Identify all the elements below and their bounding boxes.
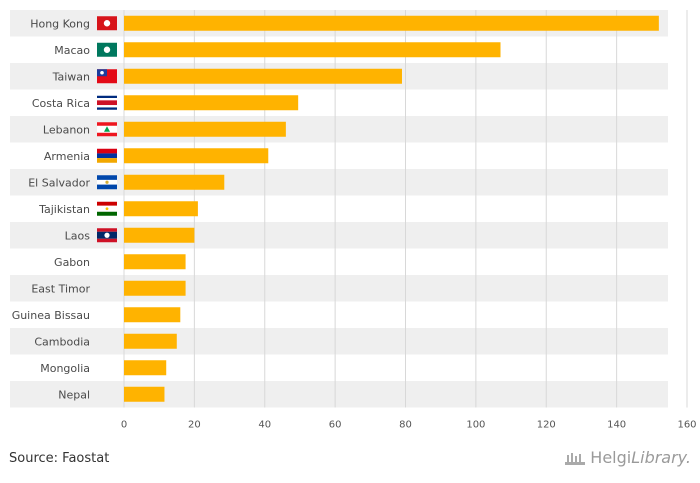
armenia-flag xyxy=(97,148,117,163)
row-band xyxy=(10,222,668,249)
category-label-costa-rica: Costa Rica xyxy=(32,97,90,110)
x-tick-label: 60 xyxy=(329,420,342,431)
bar-gabon xyxy=(124,254,186,270)
library-icon xyxy=(565,452,586,465)
bar-cambodia xyxy=(124,333,177,349)
category-label-mongolia: Mongolia xyxy=(40,362,90,375)
bar-tajikistan xyxy=(124,201,198,217)
category-label-laos: Laos xyxy=(65,229,91,242)
category-label-el-salvador: El Salvador xyxy=(28,176,90,189)
category-label-nepal: Nepal xyxy=(58,388,90,401)
category-label-gabon: Gabon xyxy=(54,256,90,269)
category-label-guinea-bissau: Guinea Bissau xyxy=(12,309,90,322)
row-band xyxy=(10,381,668,408)
bar-costa-rica xyxy=(124,95,299,111)
laos-flag xyxy=(97,228,117,243)
x-tick-label: 20 xyxy=(188,420,201,431)
logo-suffix: Library. xyxy=(631,448,691,467)
bar-lebanon xyxy=(124,121,286,137)
macao-flag xyxy=(97,42,117,57)
row-band xyxy=(10,328,668,355)
x-tick-label: 120 xyxy=(537,420,556,431)
bar-macao xyxy=(124,42,501,58)
x-tick-label: 160 xyxy=(677,420,696,431)
bar-el-salvador xyxy=(124,174,225,190)
lebanon-flag xyxy=(97,122,117,137)
category-label-taiwan: Taiwan xyxy=(52,70,90,83)
bar-mongolia xyxy=(124,360,167,376)
bar-taiwan xyxy=(124,68,402,84)
bar-east-timor xyxy=(124,280,186,296)
x-tick-label: 140 xyxy=(607,420,626,431)
bar-hong-kong xyxy=(124,15,659,31)
hong-kong-flag xyxy=(97,16,117,31)
row-band xyxy=(10,116,668,143)
row-band xyxy=(10,169,668,196)
category-label-lebanon: Lebanon xyxy=(43,123,90,136)
x-tick-label: 100 xyxy=(466,420,485,431)
x-tick-label: 0 xyxy=(121,420,127,431)
el-salvador-flag xyxy=(97,175,117,190)
category-label-east-timor: East Timor xyxy=(31,282,90,295)
category-label-tajikistan: Tajikistan xyxy=(38,203,90,216)
bar-armenia xyxy=(124,148,269,164)
x-tick-label: 80 xyxy=(399,420,412,431)
bar-nepal xyxy=(124,386,165,402)
category-label-cambodia: Cambodia xyxy=(34,335,90,348)
bar-guinea-bissau xyxy=(124,307,181,323)
category-label-armenia: Armenia xyxy=(44,150,90,163)
category-label-hong-kong: Hong Kong xyxy=(30,17,90,30)
x-tick-label: 40 xyxy=(258,420,271,431)
row-band xyxy=(10,275,668,302)
tajikistan-flag xyxy=(97,201,117,216)
category-label-macao: Macao xyxy=(54,44,90,57)
source-label: Source: Faostat xyxy=(9,451,110,466)
bar-laos xyxy=(124,227,195,243)
bar-chart: Hong Kong Macao Taiwan Costa Rica Lebanon Arm… xyxy=(10,10,697,431)
helgi-library-logo[interactable]: HelgiLibrary. xyxy=(564,448,691,467)
taiwan-flag xyxy=(97,69,117,84)
costa-rica-flag xyxy=(97,95,117,110)
logo-main: Helgi xyxy=(590,448,632,467)
